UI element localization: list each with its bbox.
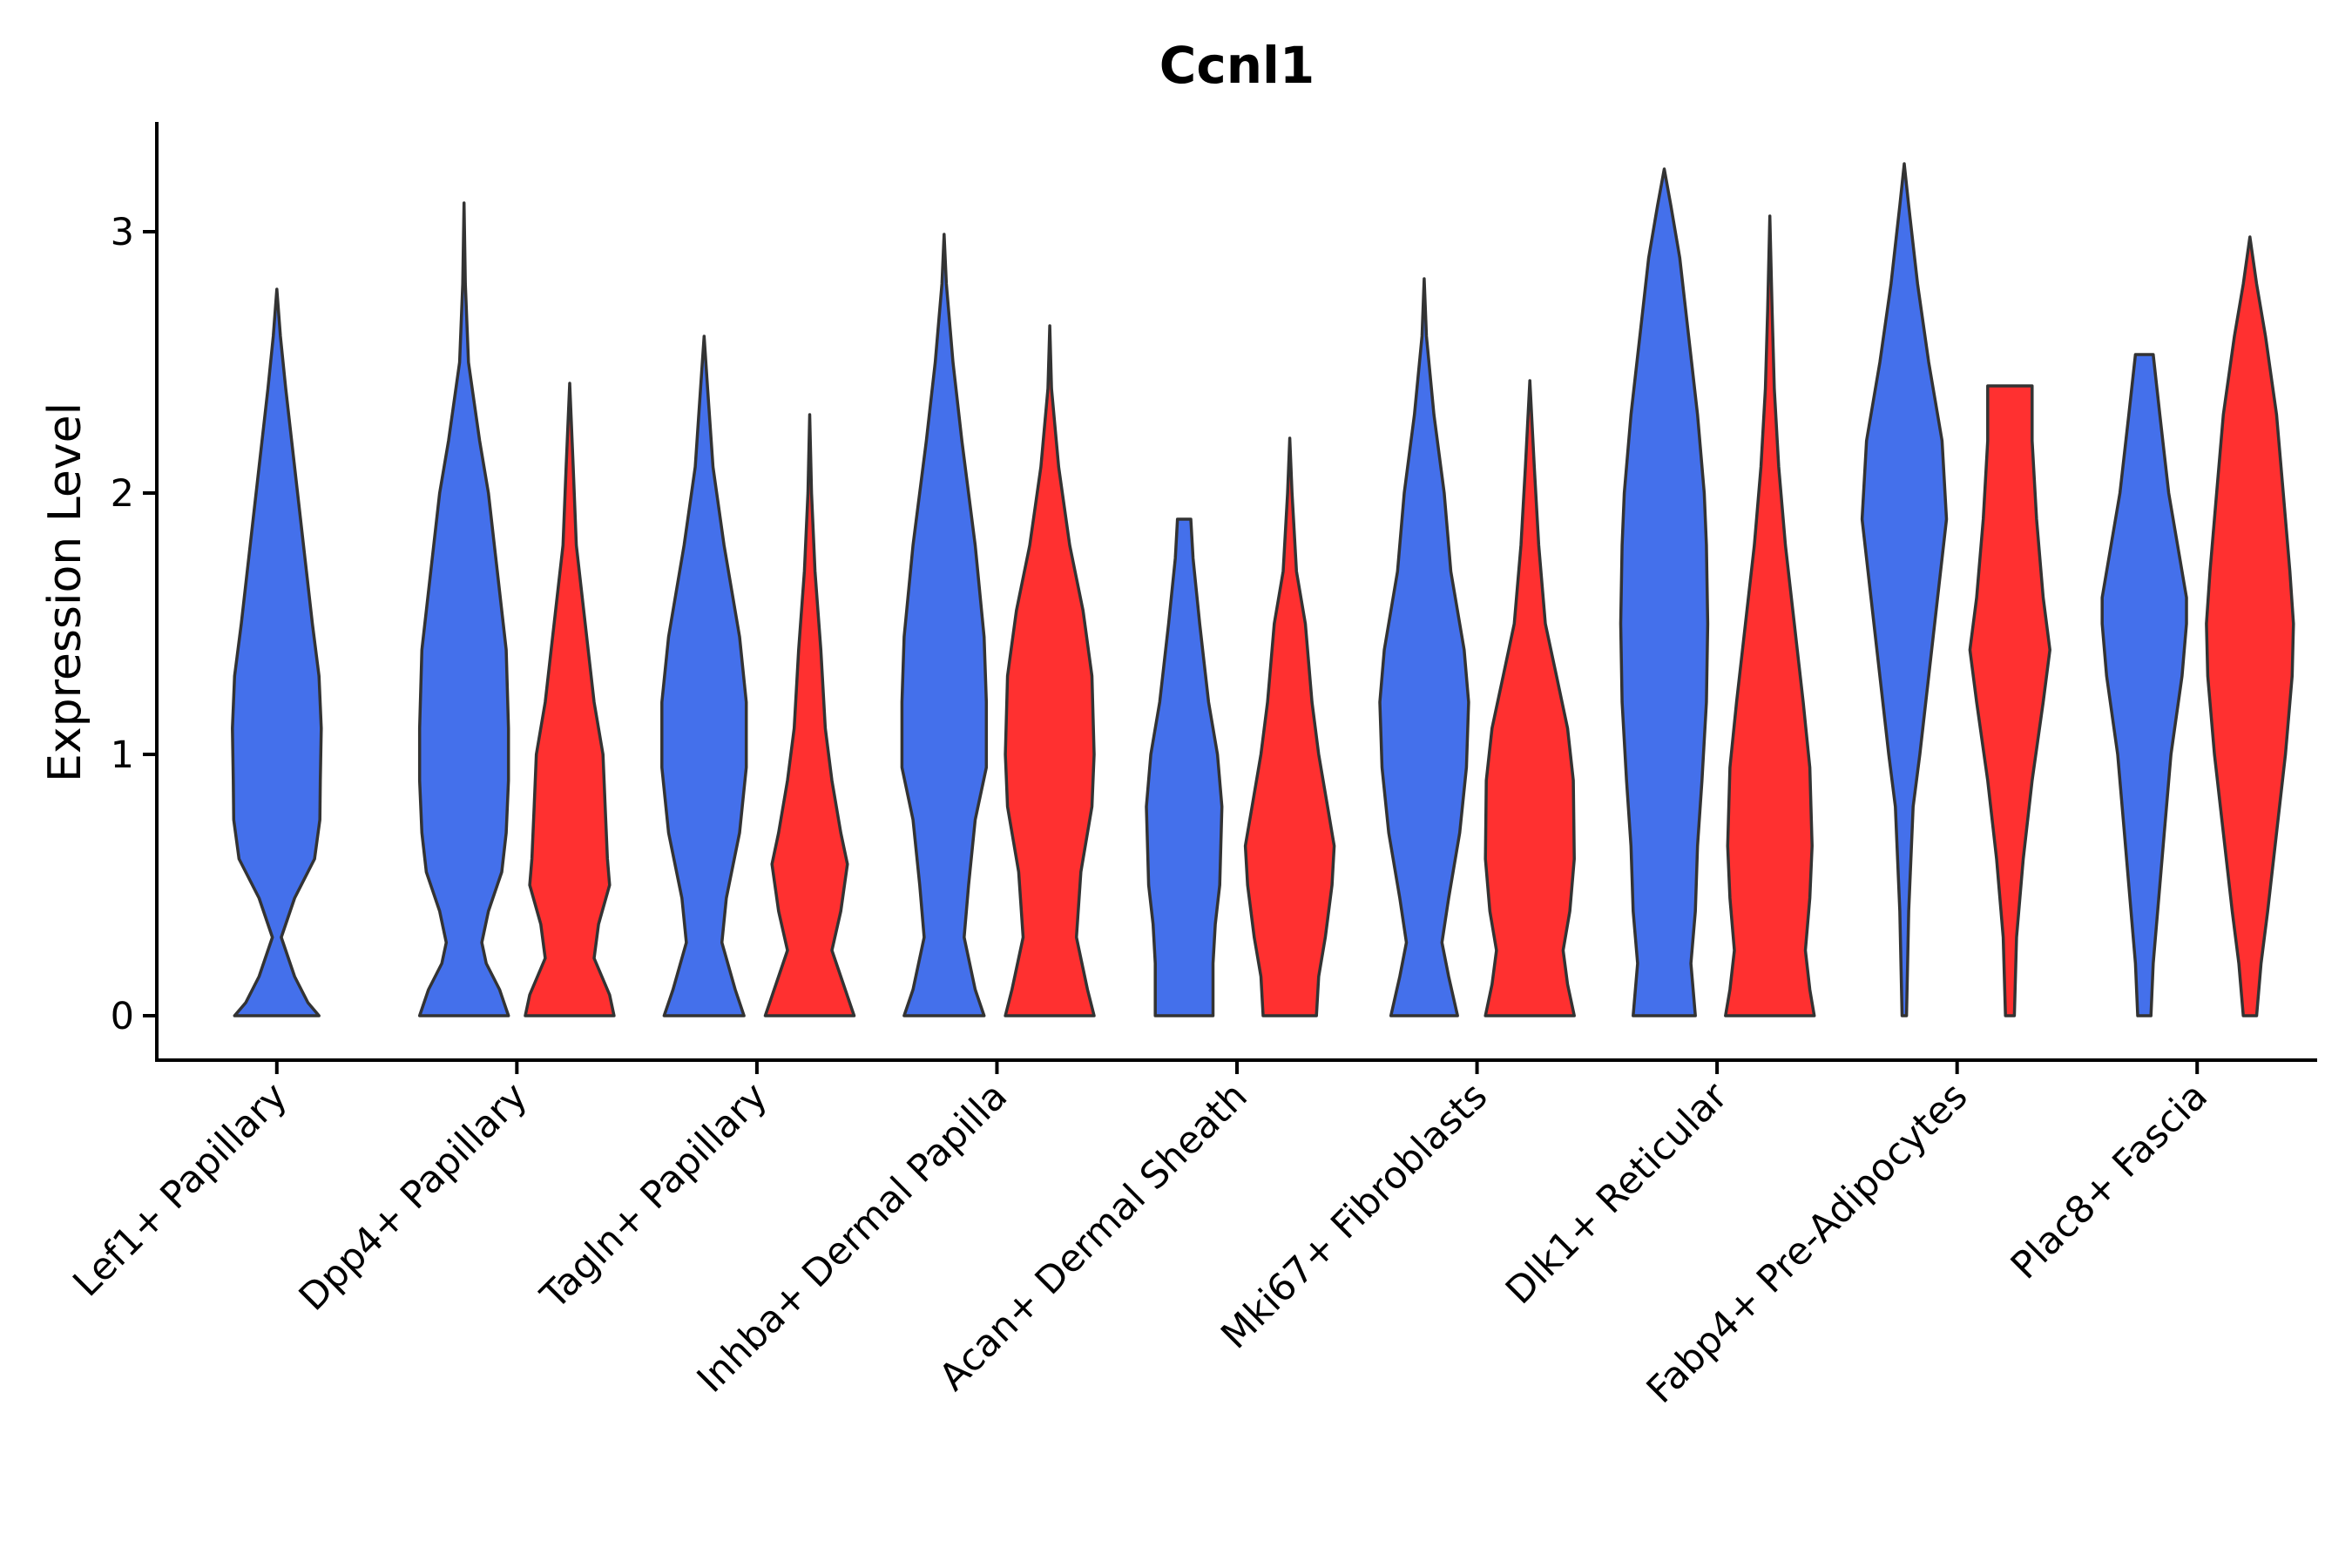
violin-red-7	[1968, 384, 2051, 1017]
violin-blue-8	[2100, 353, 2188, 1017]
violin-red-4	[1243, 436, 1336, 1017]
violin-blue-4	[1145, 517, 1224, 1017]
violin-red-6	[1724, 214, 1816, 1017]
violin-blue-2	[660, 335, 748, 1017]
x-tick-label: Mki67+ Fibroblasts	[1213, 1074, 1496, 1357]
violin-layer	[231, 162, 2295, 1017]
y-tick-label: 0	[111, 995, 134, 1038]
x-tick-label: Plac8+ Fascia	[2003, 1074, 2216, 1288]
violin-blue-1	[417, 201, 510, 1017]
x-tick-label: Dpp4+ Papillary	[291, 1074, 536, 1319]
violin-blue-7	[1860, 162, 1949, 1017]
violin-blue-3	[900, 233, 989, 1017]
x-tick-label: Lef1+ Papillary	[65, 1074, 296, 1305]
violin-red-5	[1484, 379, 1576, 1017]
violin-red-2	[763, 413, 856, 1017]
y-tick-label: 2	[111, 472, 134, 516]
x-tick-label: Dlk1+ Reticular	[1497, 1074, 1736, 1313]
violin-blue-5	[1378, 277, 1470, 1017]
y-axis-ticks: 0 1 2 3	[111, 211, 157, 1038]
y-axis-label: Expression Level	[39, 402, 91, 782]
chart-title: Ccnl1	[1159, 36, 1315, 95]
y-tick-label: 3	[111, 211, 134, 254]
violin-blue-0	[231, 287, 323, 1017]
violin-red-1	[524, 382, 616, 1017]
y-tick-label: 1	[111, 733, 134, 777]
violin-red-3	[1004, 324, 1096, 1017]
violin-blue-6	[1619, 167, 1710, 1017]
violin-red-8	[2205, 235, 2295, 1017]
x-tick-label: Tagln+ Papillary	[532, 1074, 776, 1318]
